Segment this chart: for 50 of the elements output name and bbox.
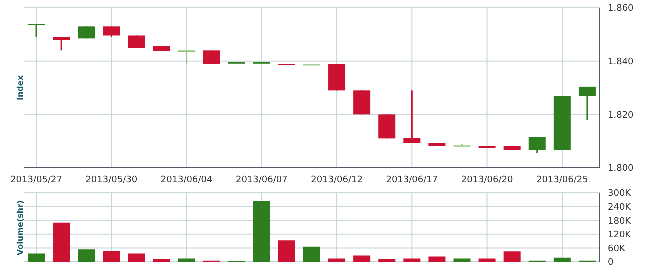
x-tick-label: 2013/05/30 bbox=[86, 175, 138, 186]
candlestick bbox=[53, 36, 70, 52]
bar bbox=[253, 201, 270, 262]
y-axis-title: Volume(shr) bbox=[16, 200, 25, 256]
bar bbox=[78, 250, 96, 262]
x-tick-label: 2013/06/25 bbox=[536, 175, 588, 186]
bar bbox=[328, 258, 346, 262]
bar bbox=[354, 256, 371, 262]
candlestick bbox=[528, 136, 546, 154]
x-tick-label: 2013/06/20 bbox=[461, 175, 514, 186]
bar bbox=[53, 222, 70, 262]
candlestick bbox=[28, 23, 46, 38]
x-tick-label: 2013/06/07 bbox=[236, 175, 288, 186]
bar bbox=[454, 258, 471, 262]
bar bbox=[103, 250, 120, 262]
candlestick bbox=[178, 50, 196, 65]
y-tick-label: 1.860 bbox=[608, 4, 634, 14]
bar bbox=[428, 256, 446, 262]
bar bbox=[404, 258, 421, 262]
bar bbox=[153, 259, 170, 262]
bar bbox=[128, 254, 146, 262]
candlestick bbox=[128, 34, 146, 49]
bar bbox=[28, 254, 46, 262]
y-tick-label: 180K bbox=[608, 216, 632, 227]
y-tick-label: 1.840 bbox=[608, 58, 634, 68]
y-tick-label: 120K bbox=[608, 230, 632, 241]
bar bbox=[303, 246, 320, 262]
bar bbox=[278, 240, 296, 262]
candlestick bbox=[103, 26, 120, 38]
candlestick bbox=[578, 86, 596, 121]
candlestick bbox=[78, 26, 96, 40]
bar bbox=[554, 258, 571, 262]
x-tick-label: 2013/06/17 bbox=[386, 175, 438, 186]
y-tick-label: 60K bbox=[608, 244, 626, 254]
y-axis-title: Index bbox=[16, 76, 25, 100]
bar bbox=[178, 258, 196, 262]
y-tick-label: 1.800 bbox=[608, 164, 634, 174]
candlestick bbox=[354, 90, 371, 116]
candlestick bbox=[203, 50, 220, 65]
x-tick-label: 2013/05/27 bbox=[10, 175, 62, 186]
bar bbox=[504, 252, 521, 262]
bar bbox=[478, 258, 496, 262]
y-tick-label: 300K bbox=[608, 189, 632, 200]
x-tick-label: 2013/06/12 bbox=[311, 175, 363, 186]
y-tick-label: 0 bbox=[608, 258, 614, 268]
y-tick-label: 1.820 bbox=[608, 110, 634, 121]
x-tick-label: 2013/06/04 bbox=[160, 175, 213, 186]
candlestick bbox=[378, 114, 396, 140]
bar bbox=[378, 259, 396, 262]
y-tick-label: 240K bbox=[608, 202, 632, 213]
